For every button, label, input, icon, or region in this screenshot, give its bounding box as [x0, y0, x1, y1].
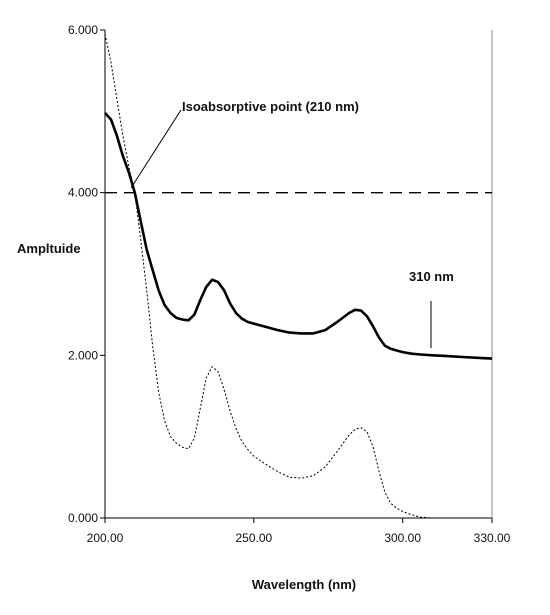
y-tick-label: 6.000 [68, 23, 98, 37]
wavelength-310-label: 310 nm [409, 269, 454, 284]
y-tick-label: 0.000 [68, 511, 98, 525]
y-axis-title: Ampltuide [17, 241, 81, 256]
x-axis-title: Wavelength (nm) [252, 577, 356, 592]
x-tick-label: 200.00 [87, 531, 124, 545]
y-tick-label: 2.000 [68, 348, 98, 362]
x-tick-label: 250.00 [235, 531, 272, 545]
series-group [104, 33, 493, 519]
x-tick-label: 300.00 [384, 531, 421, 545]
y-tick-group: 0.000 2.000 4.000 6.000 [68, 23, 105, 525]
isoabsorptive-annotation: Isoabsorptive point (210 nm) [130, 99, 359, 189]
isoabsorptive-label: Isoabsorptive point (210 nm) [182, 99, 359, 114]
y-tick-label: 4.000 [68, 186, 98, 200]
x-tick-group: 200.00 250.00 300.00 330.00 [87, 518, 511, 545]
wavelength-310-annotation: 310 nm [409, 269, 454, 348]
isoabsorptive-leader-line [130, 109, 182, 189]
x-tick-label: 330.00 [474, 531, 511, 545]
axes-frame [104, 30, 493, 519]
solid-spectrum-line [104, 112, 493, 360]
